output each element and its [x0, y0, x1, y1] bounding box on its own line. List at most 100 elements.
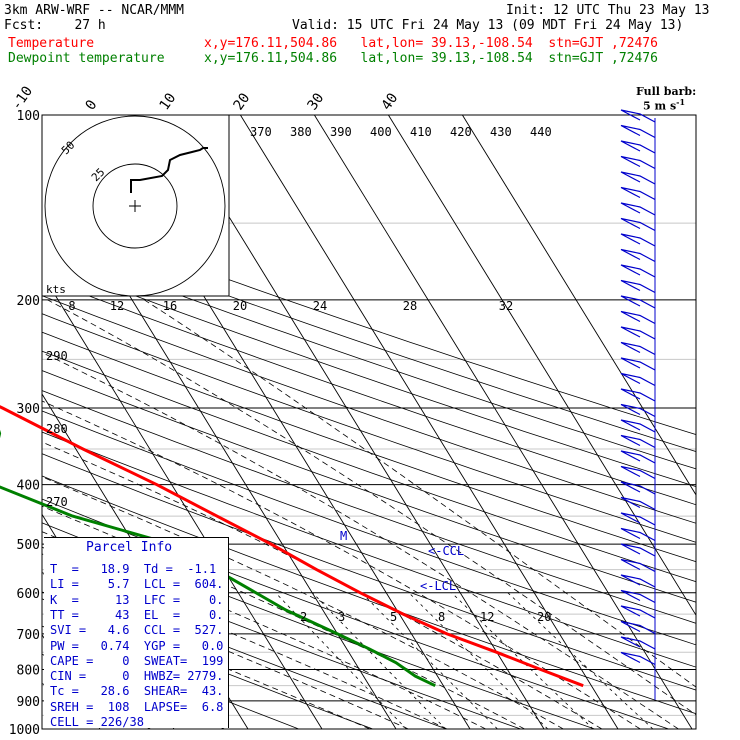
- theta-label: 410: [410, 125, 432, 139]
- dry-adiabat: [42, 390, 696, 624]
- mixing-ratio-label: 8: [438, 610, 445, 624]
- wind-barb: [620, 217, 656, 232]
- wind-barb: [620, 140, 656, 154]
- wind-barb: [620, 109, 656, 123]
- parcel-info-row: CAPE = 0 SWEAT= 199: [50, 653, 224, 668]
- wind-barb: [620, 419, 656, 433]
- hodograph-ring: [92, 163, 178, 249]
- wind-barb: [620, 605, 656, 619]
- pressure-label: 400: [17, 479, 40, 494]
- wind-barb: [620, 248, 656, 263]
- wind-barb: [620, 620, 656, 635]
- parcel-info-row: T = 18.9 Td = -1.1: [50, 562, 217, 576]
- hodograph-speed-label: 12: [110, 299, 124, 313]
- dry-adiabat: [42, 277, 696, 506]
- moist-adiabat: [42, 441, 603, 729]
- isotherm-label: 20: [231, 90, 254, 113]
- dewpoint-profile: [0, 429, 436, 688]
- wind-barb: [620, 589, 656, 604]
- theta-label: 270: [46, 495, 68, 509]
- wind-barb: [620, 341, 656, 356]
- theta-label: 420: [450, 125, 472, 139]
- theta-label: 280: [46, 422, 68, 436]
- parcel-info-row: Tc = 28.6 SHEAR= 43.: [50, 684, 224, 699]
- theta-label: 430: [490, 125, 512, 139]
- pressure-label: 100: [17, 109, 40, 124]
- dry-adiabat: [42, 431, 696, 668]
- hodograph-speed-label: 32: [499, 299, 513, 313]
- isotherm: [42, 272, 323, 729]
- temperature-location: x,y=176.11,504.86 lat,lon= 39.13,-108.54…: [204, 36, 658, 51]
- hodograph-speed-label: 8: [68, 299, 75, 313]
- theta-label: 400: [370, 125, 392, 139]
- parcel-info-row: SREH = 108 LAPSE= 6.8: [50, 699, 224, 714]
- isotherm-label: 0: [83, 97, 101, 113]
- temperature-profile: [0, 405, 584, 688]
- wind-barb: [620, 124, 656, 139]
- full-barb-title: Full barb:: [636, 85, 697, 98]
- wind-barb: [620, 651, 656, 666]
- wind-barb: [620, 496, 656, 511]
- theta-label: 390: [330, 125, 352, 139]
- parcel-info-panel: Parcel Info T = 18.9 Td = -1.1 LI = 5.7 L…: [44, 537, 229, 729]
- isotherm: [240, 115, 619, 729]
- parcel-info-row: TT = 43 EL = 0.: [50, 607, 224, 622]
- dry-adiabat: [42, 350, 696, 583]
- mixing-ratio-line: [507, 592, 654, 729]
- wind-barb: [620, 202, 656, 216]
- pressure-label: 300: [17, 402, 40, 417]
- wind-barb: [620, 186, 656, 201]
- plot-frame: [41, 114, 697, 730]
- theta-label: 370: [250, 125, 272, 139]
- wind-barb: [620, 512, 656, 526]
- dewpoint-legend: Dewpoint temperature: [8, 51, 165, 66]
- wind-barb: [620, 388, 656, 402]
- moist-adiabat: [42, 573, 409, 729]
- moist-adiabat: [143, 299, 696, 688]
- theta-label: 440: [530, 125, 552, 139]
- temperature-legend: Temperature: [8, 36, 95, 51]
- mixing-level-marker: M: [340, 529, 347, 543]
- parcel-info-title: Parcel Info: [86, 540, 173, 555]
- full-barb-exponent: -1: [676, 97, 686, 107]
- wind-barb: [620, 636, 656, 650]
- ccl-marker: <-CCL: [428, 544, 464, 558]
- pressure-label: 900: [17, 695, 40, 710]
- wind-barb: [620, 155, 656, 170]
- parcel-info-row: CELL = 226/38: [50, 715, 144, 729]
- wind-barb: [620, 450, 656, 464]
- moist-adiabat: [42, 476, 564, 729]
- wind-barb: [620, 527, 656, 542]
- moist-adiabat: [47, 299, 696, 716]
- mixing-ratio-label: 5: [390, 610, 397, 624]
- model-title: 3km ARW-WRF -- NCAR/MMM: [4, 3, 185, 18]
- hodograph-speed-label: 20: [233, 299, 247, 313]
- wind-barb: [620, 434, 656, 449]
- isotherm: [388, 115, 696, 617]
- dry-adiabat: [42, 227, 696, 452]
- wind-barb: [620, 295, 656, 309]
- parcel-info-row: LI = 5.7 LCL = 604.: [50, 577, 224, 592]
- dry-adiabat: [42, 313, 696, 543]
- lcl-marker: <-LCL: [420, 579, 456, 593]
- parcel-info-row: PW = 0.74 YGP = 0.0: [50, 638, 224, 653]
- isotherm: [462, 115, 696, 496]
- dry-adiabat: [42, 243, 696, 470]
- mixing-ratio-line: [408, 592, 549, 729]
- pressure-label: 200: [17, 294, 40, 309]
- mixing-ratio-line: [361, 592, 498, 729]
- wind-barb: [620, 543, 656, 557]
- mixing-ratio-label: 2: [300, 610, 307, 624]
- wind-barb: [620, 403, 656, 418]
- hodograph-speed-label: 16: [163, 299, 177, 313]
- pressure-label: 500: [17, 538, 40, 553]
- pressure-label: 700: [17, 628, 40, 643]
- isotherm-label: 30: [305, 90, 328, 113]
- hodograph-ring: [44, 115, 226, 297]
- dry-adiabat: [42, 331, 696, 563]
- dry-adiabat: [42, 295, 696, 524]
- isotherm-label: 40: [379, 90, 402, 113]
- parcel-info-row: CIN = 0 HWBZ= 2779.: [50, 669, 224, 684]
- hodograph-trace: [130, 147, 208, 193]
